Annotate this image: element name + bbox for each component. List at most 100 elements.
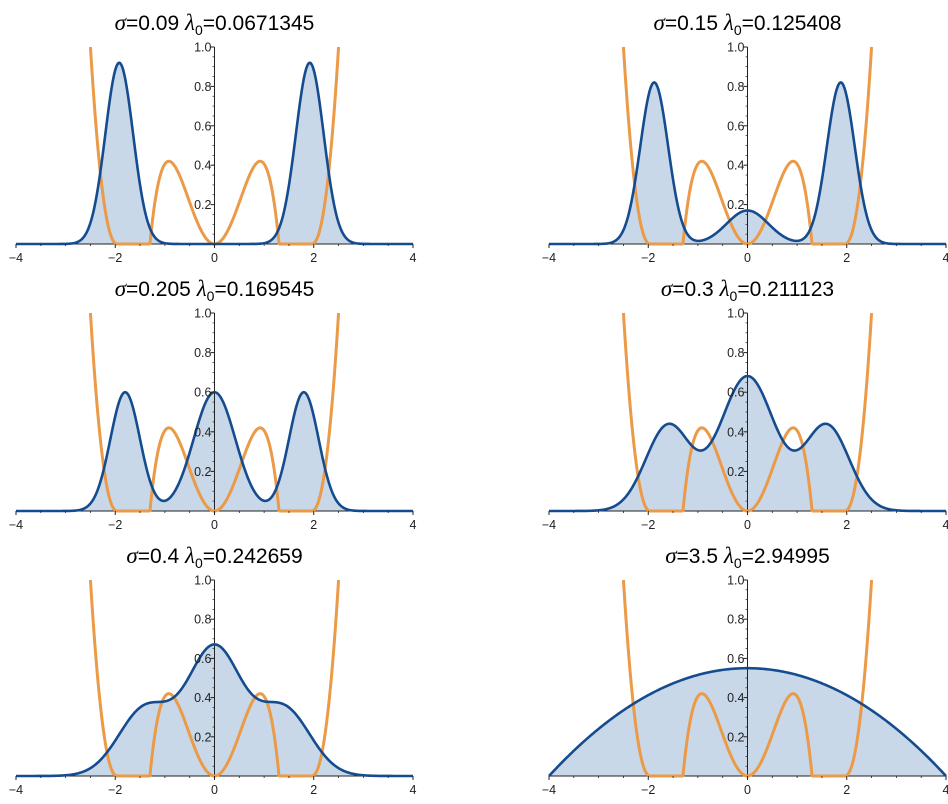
title-sym1: σ [654, 10, 667, 35]
title-sub: 0 [207, 288, 215, 304]
x-tick-label: 4 [410, 251, 417, 265]
panel-title: σ=3.5 λ0=2.94995 [665, 543, 830, 571]
density-line [16, 643, 413, 778]
y-tick-label: 0.2 [727, 730, 744, 744]
x-tick-label: 2 [843, 251, 850, 265]
y-tick-label: 0.2 [194, 198, 211, 212]
y-tick-label: 0.2 [194, 730, 211, 744]
y-tick-label: 0.8 [194, 346, 211, 360]
x-tick-label: −2 [641, 251, 655, 265]
x-tick-label: −4 [9, 518, 23, 532]
y-tick-label: 0.4 [727, 691, 744, 705]
title-sub: 0 [734, 22, 742, 38]
panel-title: σ=0.15 λ0=0.125408 [654, 10, 842, 38]
y-tick-label: 0.4 [194, 691, 211, 705]
title-sym1: σ [115, 10, 128, 35]
x-tick-label: 2 [843, 783, 850, 797]
x-tick-label: 4 [943, 251, 948, 265]
density-area [16, 62, 413, 245]
panel-3: σ=0.205 λ0=0.169545−4 −2 0 2 40.20.40.60.81.… [9, 276, 417, 532]
y-tick-label: 0.4 [194, 425, 211, 439]
x-tick-label: 0 [211, 518, 218, 532]
panel-title: σ=0.3 λ0=0.211123 [661, 276, 834, 304]
x-tick-label: 4 [410, 783, 417, 797]
title-sym2: λ [184, 10, 195, 35]
x-tick-label: 0 [744, 783, 751, 797]
title-sub: 0 [734, 555, 742, 571]
x-tick-label: 0 [211, 251, 218, 265]
x-tick-label: 4 [410, 518, 417, 532]
y-tick-label: 1.0 [727, 41, 744, 55]
y-tick-label: 0.6 [194, 386, 211, 400]
title-sub: 0 [195, 22, 203, 38]
panel-title: σ=0.09 λ0=0.0671345 [115, 10, 315, 38]
y-tick-label: 0.2 [194, 465, 211, 479]
y-tick-label: 0.4 [194, 159, 211, 173]
y-tick-label: 0.8 [194, 613, 211, 627]
y-tick-label: 1.0 [194, 307, 211, 321]
title-v2: =0.242659 [203, 545, 303, 568]
x-tick-label: 0 [744, 518, 751, 532]
title-v1: =3.5 [677, 545, 724, 568]
y-tick-label: 1.0 [194, 574, 211, 588]
title-v1: =0.15 [665, 12, 724, 35]
x-tick-label: 4 [943, 783, 948, 797]
panel-6: σ=3.5 λ0=2.94995 −4 −2 0 2 4 0.2 0.4 0.6 0.8 1.0 [542, 543, 948, 797]
x-tick-label: 4 [943, 518, 948, 532]
title-sym1: σ [665, 543, 678, 568]
title-sym2: λ [196, 276, 207, 301]
y-tick-label: 0.8 [727, 613, 744, 627]
y-tick-label: 0.2 [727, 198, 744, 212]
title-sym2: λ [184, 543, 195, 568]
panel-4: σ=0.3 λ0=0.211123−4 −2 0 2 40.20.40.60.81.0 [542, 276, 948, 532]
y-tick-label: 0.6 [194, 119, 211, 133]
y-tick-label: 1.0 [727, 574, 744, 588]
x-tick-label: 2 [310, 783, 317, 797]
y-tick-label: 0.8 [194, 80, 211, 94]
y-tick-label: 1.0 [194, 41, 211, 55]
y-tick-label: 0.4 [727, 425, 744, 439]
density-line [549, 81, 946, 246]
panel-5: σ=0.4 λ0=0.242659−4 −2 0 2 40.20.40.60.81.0 [9, 543, 417, 797]
y-tick-label: 0.6 [727, 386, 744, 400]
title-v1: =0.205 [126, 278, 197, 301]
title-v1: =0.3 [672, 278, 719, 301]
panel-1: σ=0.09 λ0=0.0671345−4 −2 0 2 40.20.40.60.81.… [9, 10, 417, 265]
y-tick-label: 1.0 [727, 307, 744, 321]
y-tick-label: 0.6 [727, 652, 744, 666]
x-tick-label: 2 [843, 518, 850, 532]
title-v1: =0.09 [126, 12, 185, 35]
x-tick-label: −4 [542, 783, 556, 797]
panel-2: σ=0.15 λ0=0.125408−4 −2 0 2 40.20.40.60.81.0 [542, 10, 948, 265]
x-tick-label: −2 [641, 783, 655, 797]
x-tick-label: −2 [108, 251, 122, 265]
x-tick-label: −4 [542, 518, 556, 532]
density-line [549, 374, 946, 513]
x-tick-label: −2 [641, 518, 655, 532]
title-v2: =0.211123 [737, 278, 834, 301]
title-sym2: λ [723, 543, 734, 568]
x-tick-label: 2 [310, 518, 317, 532]
x-tick-label: 2 [310, 251, 317, 265]
title-v1: =0.4 [138, 545, 185, 568]
density-area [549, 82, 946, 245]
title-sub: 0 [730, 288, 738, 304]
y-tick-label: 0.8 [727, 346, 744, 360]
title-sym1: σ [126, 543, 139, 568]
panel-title: σ=0.4 λ0=0.242659 [126, 543, 302, 571]
x-tick-label: 0 [744, 251, 751, 265]
title-v2: =0.169545 [214, 278, 314, 301]
y-tick-label: 0.8 [727, 80, 744, 94]
y-tick-label: 0.6 [727, 119, 744, 133]
x-tick-label: 0 [211, 783, 218, 797]
y-tick-label: 0.2 [727, 465, 744, 479]
panel-title: σ=0.205 λ0=0.169545 [115, 276, 315, 304]
title-sym2: λ [719, 276, 730, 301]
title-sym1: σ [661, 276, 674, 301]
x-tick-label: −4 [9, 251, 23, 265]
title-v2: =0.125408 [742, 12, 842, 35]
title-sub: 0 [195, 555, 203, 571]
x-tick-label: −4 [542, 251, 556, 265]
title-v2: =0.0671345 [203, 12, 315, 35]
